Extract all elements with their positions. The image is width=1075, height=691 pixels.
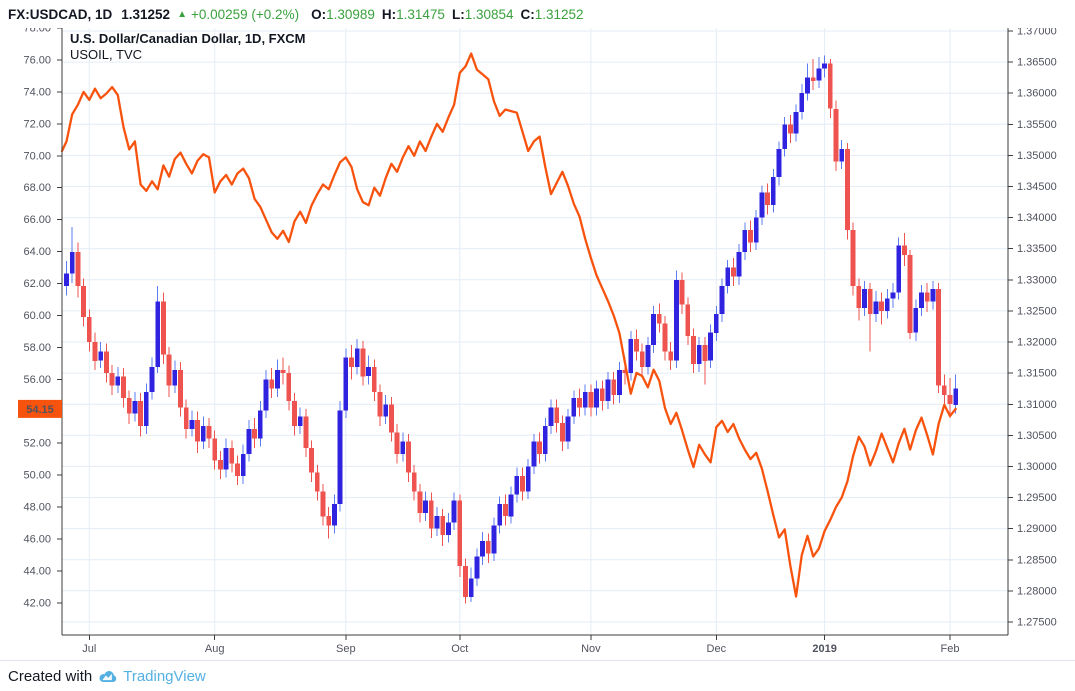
svg-text:Oct: Oct (451, 643, 468, 655)
svg-text:1.32500: 1.32500 (1017, 305, 1057, 317)
svg-text:76.00: 76.00 (23, 55, 51, 67)
svg-text:1.33500: 1.33500 (1017, 243, 1057, 255)
svg-text:50.00: 50.00 (23, 470, 51, 482)
svg-text:1.29000: 1.29000 (1017, 523, 1057, 535)
svg-text:1.30500: 1.30500 (1017, 430, 1057, 442)
svg-text:Nov: Nov (581, 643, 601, 655)
svg-text:1.35000: 1.35000 (1017, 150, 1057, 162)
candlestick-series[interactable] (64, 55, 959, 604)
symbol-title[interactable]: FX:USDCAD, 1D (8, 6, 113, 22)
svg-text:1.33000: 1.33000 (1017, 274, 1057, 286)
close-label: C: (520, 6, 535, 22)
svg-text:1.35500: 1.35500 (1017, 119, 1057, 131)
svg-text:56.00: 56.00 (23, 374, 51, 386)
svg-text:1.31000: 1.31000 (1017, 399, 1057, 411)
price-change: +0.00259 (+0.2%) (190, 6, 300, 22)
close-value: 1.31252 (534, 6, 584, 22)
chart-title[interactable]: U.S. Dollar/Canadian Dollar, 1D, FXCM (70, 31, 306, 46)
price-axis-right[interactable]: 1.37000 1.36500 1.36000 1.35500 1.35000 1.345… (1008, 26, 1057, 629)
svg-text:58.00: 58.00 (23, 342, 51, 354)
svg-text:52.00: 52.00 (23, 438, 51, 450)
svg-text:2019: 2019 (812, 643, 836, 655)
svg-text:Sep: Sep (336, 643, 356, 655)
svg-text:1.28500: 1.28500 (1017, 554, 1057, 566)
svg-text:1.27500: 1.27500 (1017, 617, 1057, 629)
open-value: 1.30989 (326, 6, 375, 22)
svg-text:62.00: 62.00 (23, 278, 51, 290)
svg-text:1.34000: 1.34000 (1017, 212, 1057, 224)
plot-frame (61, 28, 1009, 636)
svg-text:54.15: 54.15 (26, 404, 54, 416)
high-value: 1.31475 (396, 6, 445, 22)
low-value: 1.30854 (464, 6, 514, 22)
svg-text:Feb: Feb (941, 643, 960, 655)
footer-bar: Created with TradingView (0, 660, 1075, 691)
svg-text:1.28000: 1.28000 (1017, 585, 1057, 597)
svg-text:60.00: 60.00 (23, 310, 51, 322)
svg-text:1.34500: 1.34500 (1017, 181, 1057, 193)
svg-text:72.00: 72.00 (23, 118, 51, 130)
svg-text:1.31500: 1.31500 (1017, 368, 1057, 380)
usoil-line-series[interactable] (60, 52, 957, 598)
price-axis-left[interactable]: 78.00 76.00 74.00 72.00 70.00 68.00 66.00 64.00… (23, 23, 62, 610)
horizontal-gridlines (62, 30, 1008, 623)
svg-text:66.00: 66.00 (23, 214, 51, 226)
svg-text:70.00: 70.00 (23, 150, 51, 162)
high-label: H: (381, 6, 397, 22)
svg-text:1.30000: 1.30000 (1017, 461, 1057, 473)
svg-text:Aug: Aug (205, 643, 225, 655)
last-price: 1.31252 (121, 6, 171, 22)
svg-text:Jul: Jul (82, 643, 96, 655)
svg-text:1.36000: 1.36000 (1017, 88, 1057, 100)
svg-text:74.00: 74.00 (23, 86, 51, 98)
chart-legend: U.S. Dollar/Canadian Dollar, 1D, FXCM US… (70, 31, 306, 63)
tradingview-brand-link[interactable]: TradingView (123, 667, 206, 685)
svg-text:1.37000: 1.37000 (1017, 26, 1057, 38)
svg-text:42.00: 42.00 (23, 597, 51, 609)
tradingview-logo-icon[interactable] (98, 667, 117, 686)
svg-text:1.32000: 1.32000 (1017, 337, 1057, 349)
svg-text:Dec: Dec (707, 643, 727, 655)
vertical-gridlines (88, 28, 951, 635)
svg-text:46.00: 46.00 (23, 534, 51, 546)
svg-text:68.00: 68.00 (23, 182, 51, 194)
change-up-icon: ▲ (177, 8, 187, 20)
created-with-text: Created with (8, 667, 93, 685)
low-label: L: (451, 6, 465, 22)
svg-text:44.00: 44.00 (23, 565, 51, 577)
oil-price-label: 54.15 (18, 399, 62, 418)
svg-text:78.00: 78.00 (23, 23, 51, 35)
symbol-info-bar: FX:USDCAD, 1D 1.31252 ▲ +0.00259 (+0.2%)… (0, 0, 1075, 28)
svg-text:1.29500: 1.29500 (1017, 492, 1057, 504)
svg-text:48.00: 48.00 (23, 502, 51, 514)
time-axis[interactable]: Jul Aug Sep Oct Nov Dec 2019 Feb (82, 635, 959, 655)
open-label: O: (311, 6, 327, 22)
svg-text:1.36500: 1.36500 (1017, 57, 1057, 69)
chart-subtitle[interactable]: USOIL, TVC (70, 47, 143, 62)
svg-text:64.00: 64.00 (23, 246, 51, 258)
